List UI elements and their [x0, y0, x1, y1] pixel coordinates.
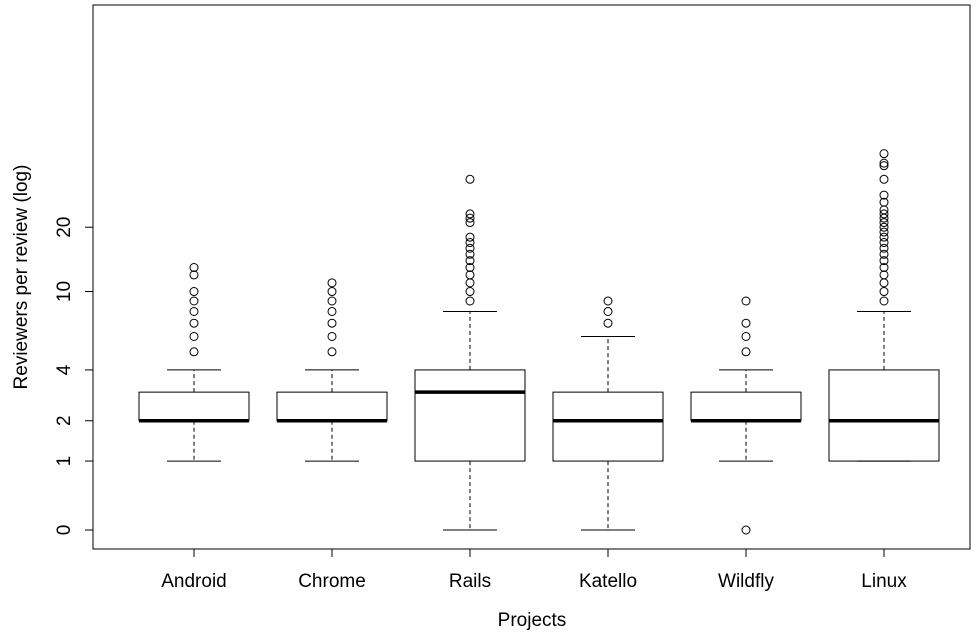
outlier-point	[465, 218, 475, 228]
outlier-point	[879, 197, 889, 207]
outlier-point	[465, 213, 475, 223]
box-android	[138, 263, 250, 462]
outlier-point	[879, 222, 889, 232]
category-label: Linux	[861, 571, 907, 592]
y-axis-title: Reviewers per review (log)	[11, 165, 32, 390]
outlier-point	[465, 243, 475, 253]
outlier-point	[327, 306, 337, 316]
outlier-point	[327, 331, 337, 341]
box-wildfly	[690, 296, 802, 535]
outlier-point	[879, 149, 889, 159]
outlier-point	[603, 318, 613, 328]
category-label: Android	[161, 571, 227, 592]
outlier-point	[603, 306, 613, 316]
outlier-point	[879, 249, 889, 259]
outlier-point	[189, 331, 199, 341]
x-axis-title: Projects	[498, 610, 567, 631]
category-label: Wildfly	[718, 571, 774, 592]
outlier-point	[465, 174, 475, 184]
outlier-point	[189, 263, 199, 273]
iqr-box	[138, 391, 250, 422]
outlier-point	[879, 190, 889, 200]
outlier-point	[879, 270, 889, 280]
outlier-point	[879, 209, 889, 219]
iqr-box	[276, 391, 388, 422]
box-chrome	[276, 278, 388, 462]
iqr-box	[552, 391, 664, 462]
outlier-point	[879, 232, 889, 242]
y-tick-label: 0	[54, 525, 75, 536]
box-rails	[414, 174, 526, 531]
category-label: Katello	[579, 571, 637, 592]
outlier-point	[465, 238, 475, 248]
outlier-point	[879, 256, 889, 266]
boxes-layer	[138, 149, 940, 535]
outlier-point	[879, 296, 889, 306]
outlier-point	[879, 218, 889, 228]
outlier-point	[327, 318, 337, 328]
outlier-point	[879, 287, 889, 297]
outlier-point	[189, 347, 199, 357]
outlier-point	[465, 278, 475, 288]
outlier-point	[327, 287, 337, 297]
y-tick-label: 4	[54, 364, 75, 375]
outlier-point	[327, 296, 337, 306]
y-tick-label: 1	[54, 456, 75, 467]
outlier-point	[189, 270, 199, 280]
plot-frame	[92, 4, 971, 550]
outlier-point	[879, 158, 889, 168]
outlier-point	[879, 238, 889, 248]
outlier-point	[465, 256, 475, 266]
x-axis: Android Chrome Rails Katello Wildfly Linux	[161, 548, 907, 592]
outlier-point	[189, 318, 199, 328]
outlier-point	[465, 287, 475, 297]
box-linux	[828, 149, 940, 462]
outlier-point	[465, 263, 475, 273]
outlier-point	[741, 525, 751, 535]
y-tick-label: 10	[54, 281, 75, 302]
outlier-point	[879, 161, 889, 171]
outlier-point	[603, 296, 613, 306]
outlier-point	[741, 318, 751, 328]
iqr-box	[828, 369, 940, 462]
box-katello	[552, 296, 664, 531]
outlier-point	[465, 296, 475, 306]
outlier-point	[741, 296, 751, 306]
outlier-point	[879, 263, 889, 273]
outlier-point	[465, 232, 475, 242]
outlier-point	[741, 347, 751, 357]
outlier-point	[879, 278, 889, 288]
outlier-point	[189, 306, 199, 316]
outlier-point	[465, 249, 475, 259]
iqr-box	[414, 369, 526, 462]
category-label: Chrome	[298, 571, 366, 592]
y-axis: 0 1 2 4 10 20	[54, 217, 94, 536]
outlier-point	[465, 270, 475, 280]
outlier-point	[879, 227, 889, 237]
outlier-point	[327, 347, 337, 357]
outlier-point	[741, 331, 751, 341]
iqr-box	[690, 391, 802, 422]
outlier-point	[189, 296, 199, 306]
category-label: Rails	[449, 571, 491, 592]
outlier-point	[327, 278, 337, 288]
outlier-point	[189, 287, 199, 297]
outlier-point	[879, 243, 889, 253]
y-tick-label: 20	[54, 217, 75, 238]
outlier-point	[465, 209, 475, 219]
outlier-point	[879, 174, 889, 184]
y-tick-label: 2	[54, 415, 75, 426]
